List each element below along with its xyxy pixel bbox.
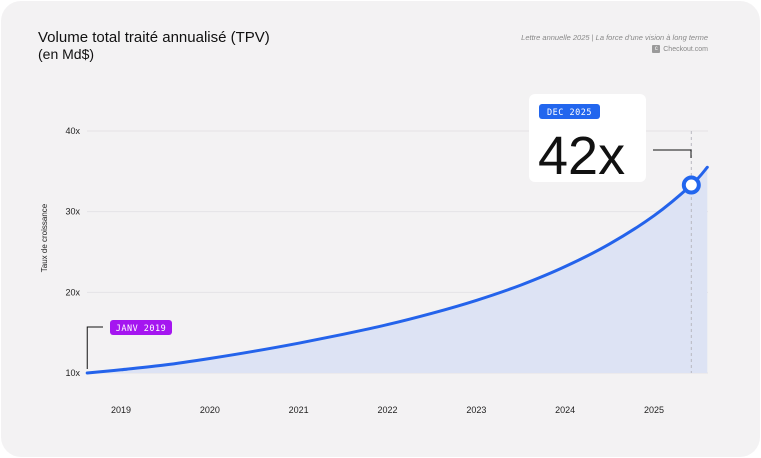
- y-tick-label: 20x: [65, 287, 80, 297]
- highlight-tag-label: DEC 2025: [547, 108, 592, 118]
- highlight-leader-line: [653, 149, 692, 158]
- chart-title: Volume total traité annualisé (TPV): [38, 29, 270, 46]
- x-axis-ticks: 2019 2020 2021 2022 2023 2024 2025: [111, 405, 664, 415]
- checkout-logo-icon: c: [652, 45, 661, 53]
- growth-area: [87, 167, 708, 373]
- y-tick-label: 40x: [65, 126, 80, 136]
- start-tag-label: JANV 2019: [116, 324, 167, 334]
- start-leader-line: [86, 326, 103, 369]
- growth-line: [85, 165, 709, 375]
- highlight-value: 42x: [538, 126, 625, 186]
- y-axis-label: Taux de croissance: [40, 203, 49, 272]
- y-axis-ticks: 10x 20x 30x 40x: [65, 126, 80, 378]
- brand-logo: c Checkout.com: [652, 45, 708, 53]
- highlight-point: [681, 175, 701, 195]
- x-tick-label: 2023: [466, 405, 486, 415]
- x-tick-label: 2019: [111, 405, 131, 415]
- start-tag: [110, 320, 172, 335]
- y-tick-label: 30x: [65, 207, 80, 217]
- x-tick-label: 2020: [200, 405, 220, 415]
- x-tick-label: 2021: [289, 405, 309, 415]
- highlight-tag: [539, 104, 600, 119]
- y-tick-label: 10x: [65, 368, 80, 378]
- chart-subtitle: (en Md$): [38, 46, 95, 62]
- brand-name: Checkout.com: [663, 45, 708, 53]
- header-note: Lettre annuelle 2025 | La force d'une vi…: [521, 33, 708, 42]
- x-tick-label: 2024: [555, 405, 575, 415]
- x-tick-label: 2022: [377, 405, 397, 415]
- x-tick-label: 2025: [644, 405, 664, 415]
